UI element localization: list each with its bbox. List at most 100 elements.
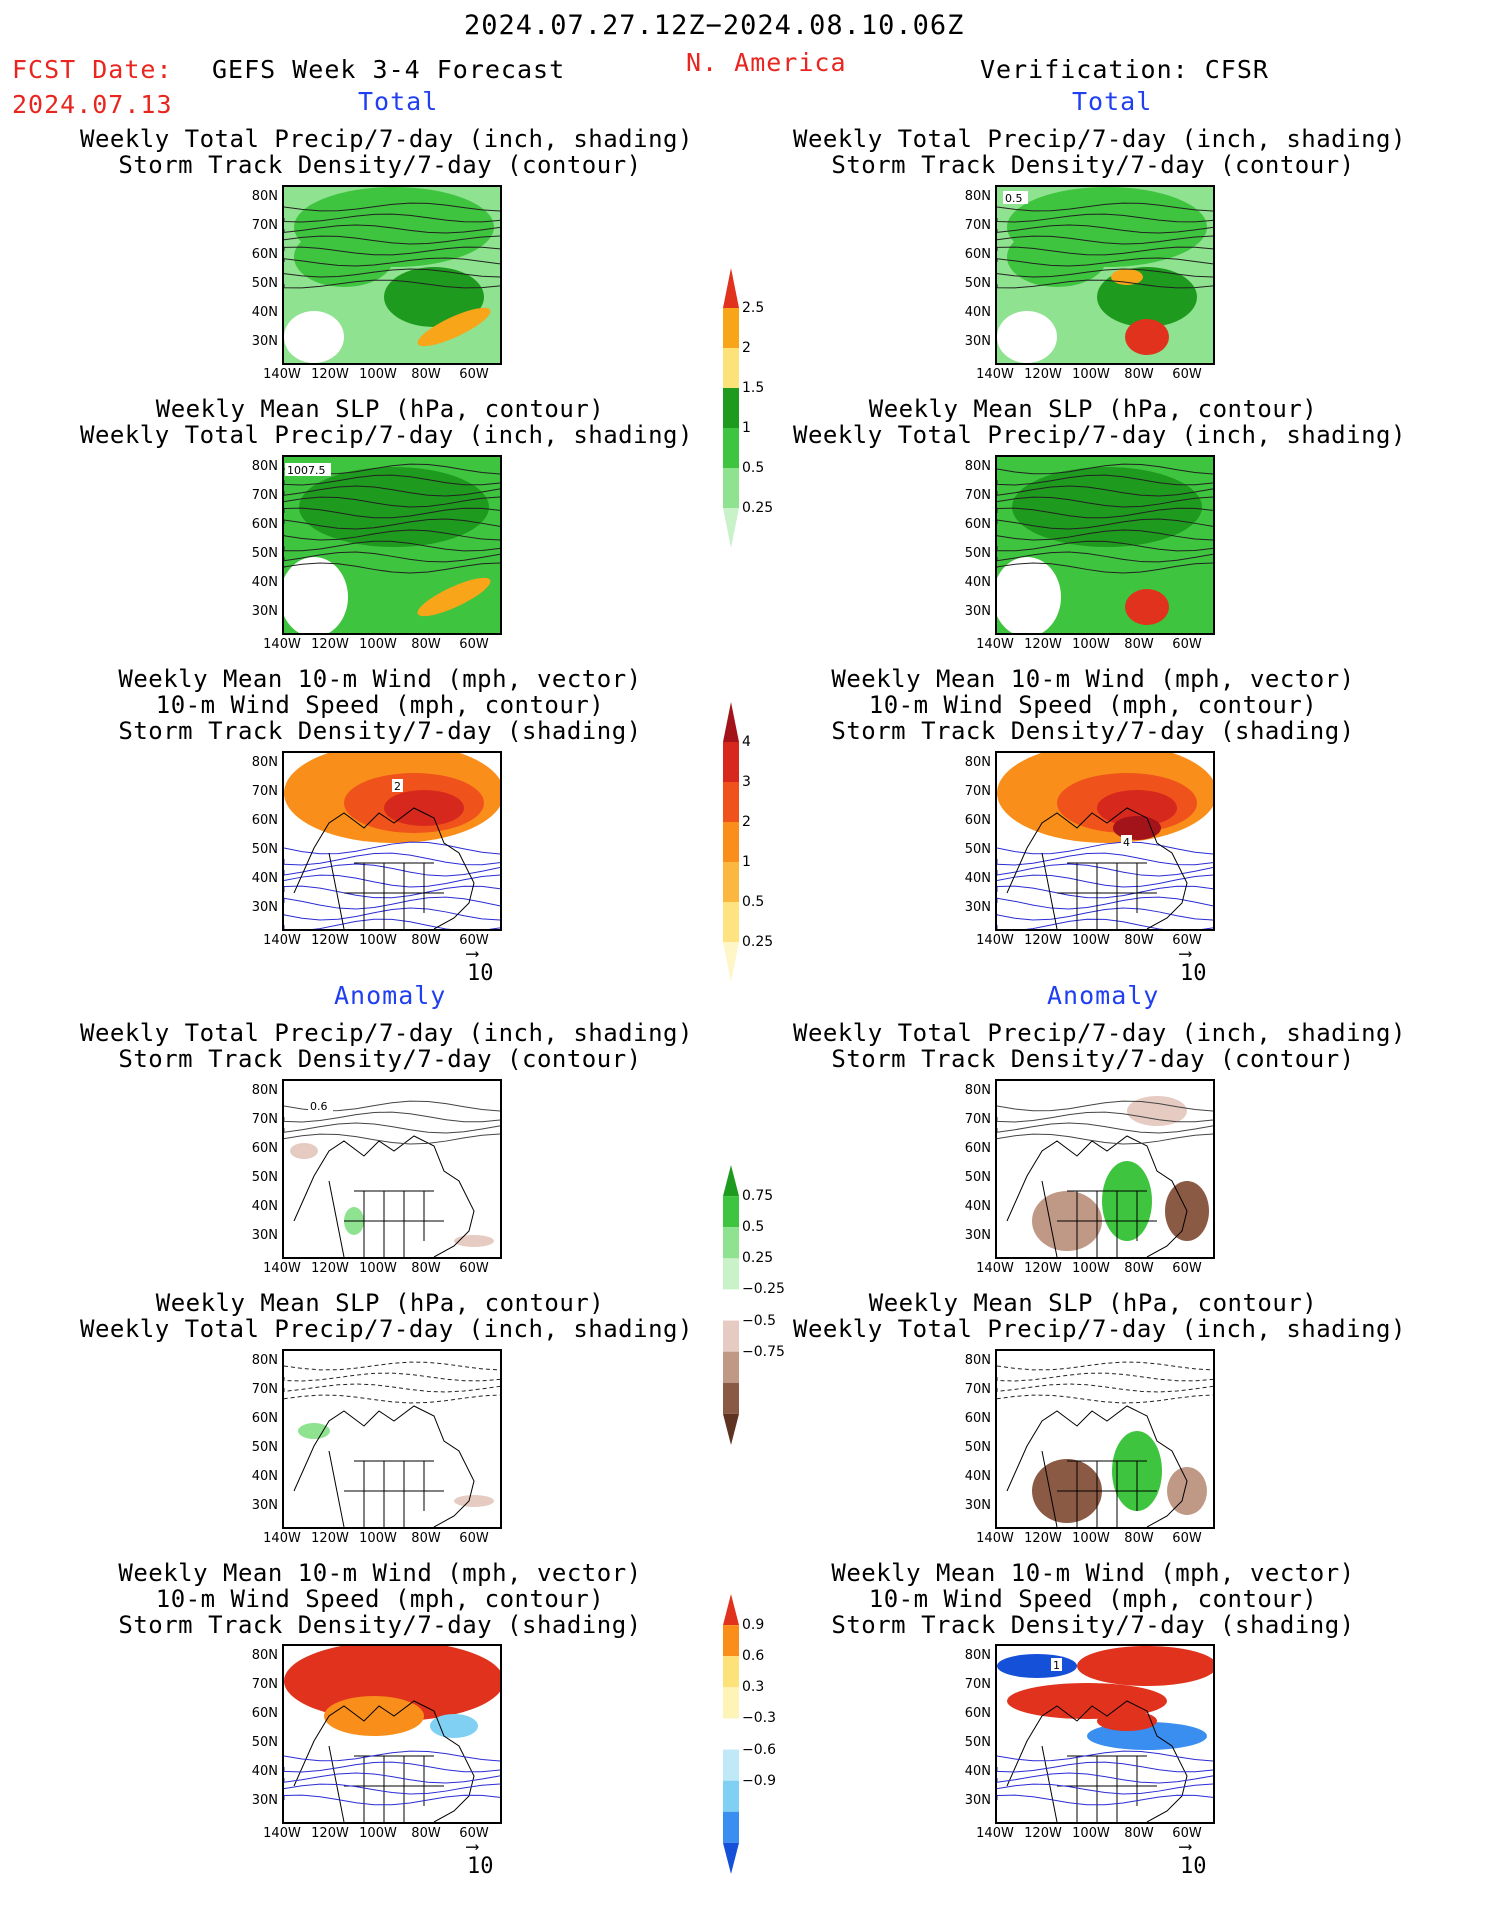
- colorbar-end-triangle: [723, 1842, 739, 1874]
- colorbar-label: 4: [742, 734, 751, 750]
- arrow-icon: ⟶: [1180, 943, 1191, 964]
- lat-tick-label: 30N: [964, 1228, 991, 1243]
- map-panel: 1: [995, 1644, 1215, 1824]
- slp-contour: [284, 474, 500, 486]
- colorbar-swatch: [723, 1351, 739, 1383]
- colorbar-swatch: [723, 1780, 739, 1812]
- colorbar-swatch: [723, 1258, 739, 1290]
- colorbar-label: 0.5: [742, 1219, 765, 1236]
- map-canvas: 0.5: [997, 187, 1213, 363]
- map-canvas: 4: [997, 753, 1213, 929]
- slp-contour: [284, 540, 500, 552]
- panel-title-line: Weekly Total Precip/7-day (inch, shading…: [793, 125, 1406, 153]
- map-panel: 0.6: [282, 1079, 502, 1259]
- colorbar-label: −0.9: [742, 1772, 776, 1789]
- colorbar-end-triangle: [723, 1594, 739, 1626]
- total-section-left: Total: [358, 87, 439, 116]
- colorbar-swatch: [723, 1227, 739, 1259]
- storm-contour: [997, 224, 1213, 234]
- panel-title: Weekly Mean SLP (hPa, contour) Weekly Tot…: [793, 1290, 1405, 1342]
- lat-tick-label: 60N: [964, 247, 991, 262]
- lat-tick-label: 70N: [251, 1677, 278, 1692]
- lat-tick-label: 40N: [251, 305, 278, 320]
- panel-title-line: Weekly Total Precip/7-day (inch, shading…: [793, 421, 1406, 449]
- lat-tick-label: 60N: [251, 813, 278, 828]
- lon-tick-label: 80W: [1124, 1826, 1154, 1841]
- dry-anomaly: [290, 1143, 318, 1159]
- lon-tick-label: 140W: [976, 367, 1014, 382]
- lon-tick-label: 120W: [1024, 1261, 1062, 1276]
- map-canvas: [997, 457, 1213, 633]
- lat-tick-label: 30N: [251, 1793, 278, 1808]
- wind-speed-contour: [997, 1794, 1213, 1806]
- slp-anom-contour: [284, 1372, 500, 1382]
- contour-label: 2: [394, 780, 401, 793]
- panel-title-line: Weekly Mean SLP (hPa, contour): [868, 395, 1318, 423]
- lat-tick-label: 40N: [251, 1199, 278, 1214]
- heavy-precip-band: [417, 577, 491, 617]
- precip-region: [299, 467, 489, 547]
- lon-tick-label: 140W: [976, 1826, 1014, 1841]
- slp-contour: [997, 562, 1213, 574]
- storm-anom-contour: [284, 1122, 500, 1134]
- colorbar-end-triangle: [723, 268, 739, 308]
- map-canvas: [284, 1351, 500, 1527]
- lat-tick-label: 30N: [964, 1498, 991, 1513]
- lat-tick-label: 60N: [251, 247, 278, 262]
- date-range-title: 2024.07.27.12Z−2024.08.10.06Z: [464, 10, 965, 41]
- wind-speed-contour: [284, 1772, 500, 1784]
- wind-speed-contour: [997, 841, 1213, 855]
- map-panel: [995, 1349, 1215, 1529]
- lat-tick-label: 30N: [964, 1793, 991, 1808]
- wind-speed-contour: [997, 918, 1213, 929]
- colorbar-swatch: [723, 1811, 739, 1843]
- lat-tick-label: 60N: [251, 1411, 278, 1426]
- dry-anomaly: [1127, 1096, 1187, 1126]
- storm-contour: [284, 257, 500, 267]
- lon-tick-label: 60W: [1172, 637, 1202, 652]
- contour-label-bg: [1121, 835, 1132, 848]
- lat-tick-label: 50N: [251, 546, 278, 561]
- panel-title: Weekly Mean SLP (hPa, contour) Weekly Tot…: [80, 1290, 692, 1342]
- storm-contour: [284, 202, 500, 212]
- slp-contour: [997, 485, 1213, 497]
- wind-speed-contour: [284, 1750, 500, 1762]
- storm-contour: [997, 202, 1213, 212]
- storm-contour: [284, 224, 500, 234]
- colorbar-swatch: [723, 782, 739, 822]
- lat-tick-label: 80N: [964, 189, 991, 204]
- storm-density: [1097, 790, 1177, 826]
- lat-tick-label: 40N: [964, 1764, 991, 1779]
- colorbar-end-triangle: [723, 702, 739, 742]
- colorbar-label: 1.5: [742, 380, 765, 396]
- panel-title: Weekly Mean 10-m Wind (mph, vector) 10-m …: [793, 1560, 1393, 1638]
- panel-title-line: Weekly Total Precip/7-day (inch, shading…: [80, 1019, 693, 1047]
- panel-title-line: Weekly Mean 10-m Wind (mph, vector): [118, 665, 642, 693]
- panel-title-line: Weekly Total Precip/7-day (inch, shading…: [80, 125, 693, 153]
- lat-tick-label: 80N: [251, 755, 278, 770]
- lon-tick-label: 140W: [263, 637, 301, 652]
- coastline-borders: [1006, 807, 1188, 929]
- lat-tick-label: 40N: [964, 1469, 991, 1484]
- lat-tick-label: 60N: [964, 517, 991, 532]
- lon-tick-label: 60W: [1172, 933, 1202, 948]
- lon-tick-label: 100W: [359, 637, 397, 652]
- storm-anom-contour: [284, 1133, 500, 1145]
- wind-speed-contour: [997, 852, 1213, 866]
- storm-contour: [997, 268, 1213, 278]
- colorbar-label: 2: [742, 340, 751, 356]
- lat-tick-label: 50N: [251, 842, 278, 857]
- storm-anom-contour: [997, 1133, 1213, 1145]
- colorbar-label: 0.6: [742, 1648, 765, 1665]
- map-panel: 0.5: [995, 185, 1215, 365]
- colorbar-swatch: [723, 1382, 739, 1414]
- lon-tick-label: 80W: [411, 637, 441, 652]
- lat-tick-label: 50N: [251, 1735, 278, 1750]
- lat-tick-label: 50N: [964, 842, 991, 857]
- lon-tick-label: 120W: [311, 933, 349, 948]
- lon-tick-label: 60W: [1172, 1826, 1202, 1841]
- lon-tick-label: 80W: [1124, 1261, 1154, 1276]
- storm-anom-contour: [284, 1111, 500, 1123]
- region-title: N. America: [686, 48, 847, 77]
- lon-tick-label: 120W: [1024, 1531, 1062, 1546]
